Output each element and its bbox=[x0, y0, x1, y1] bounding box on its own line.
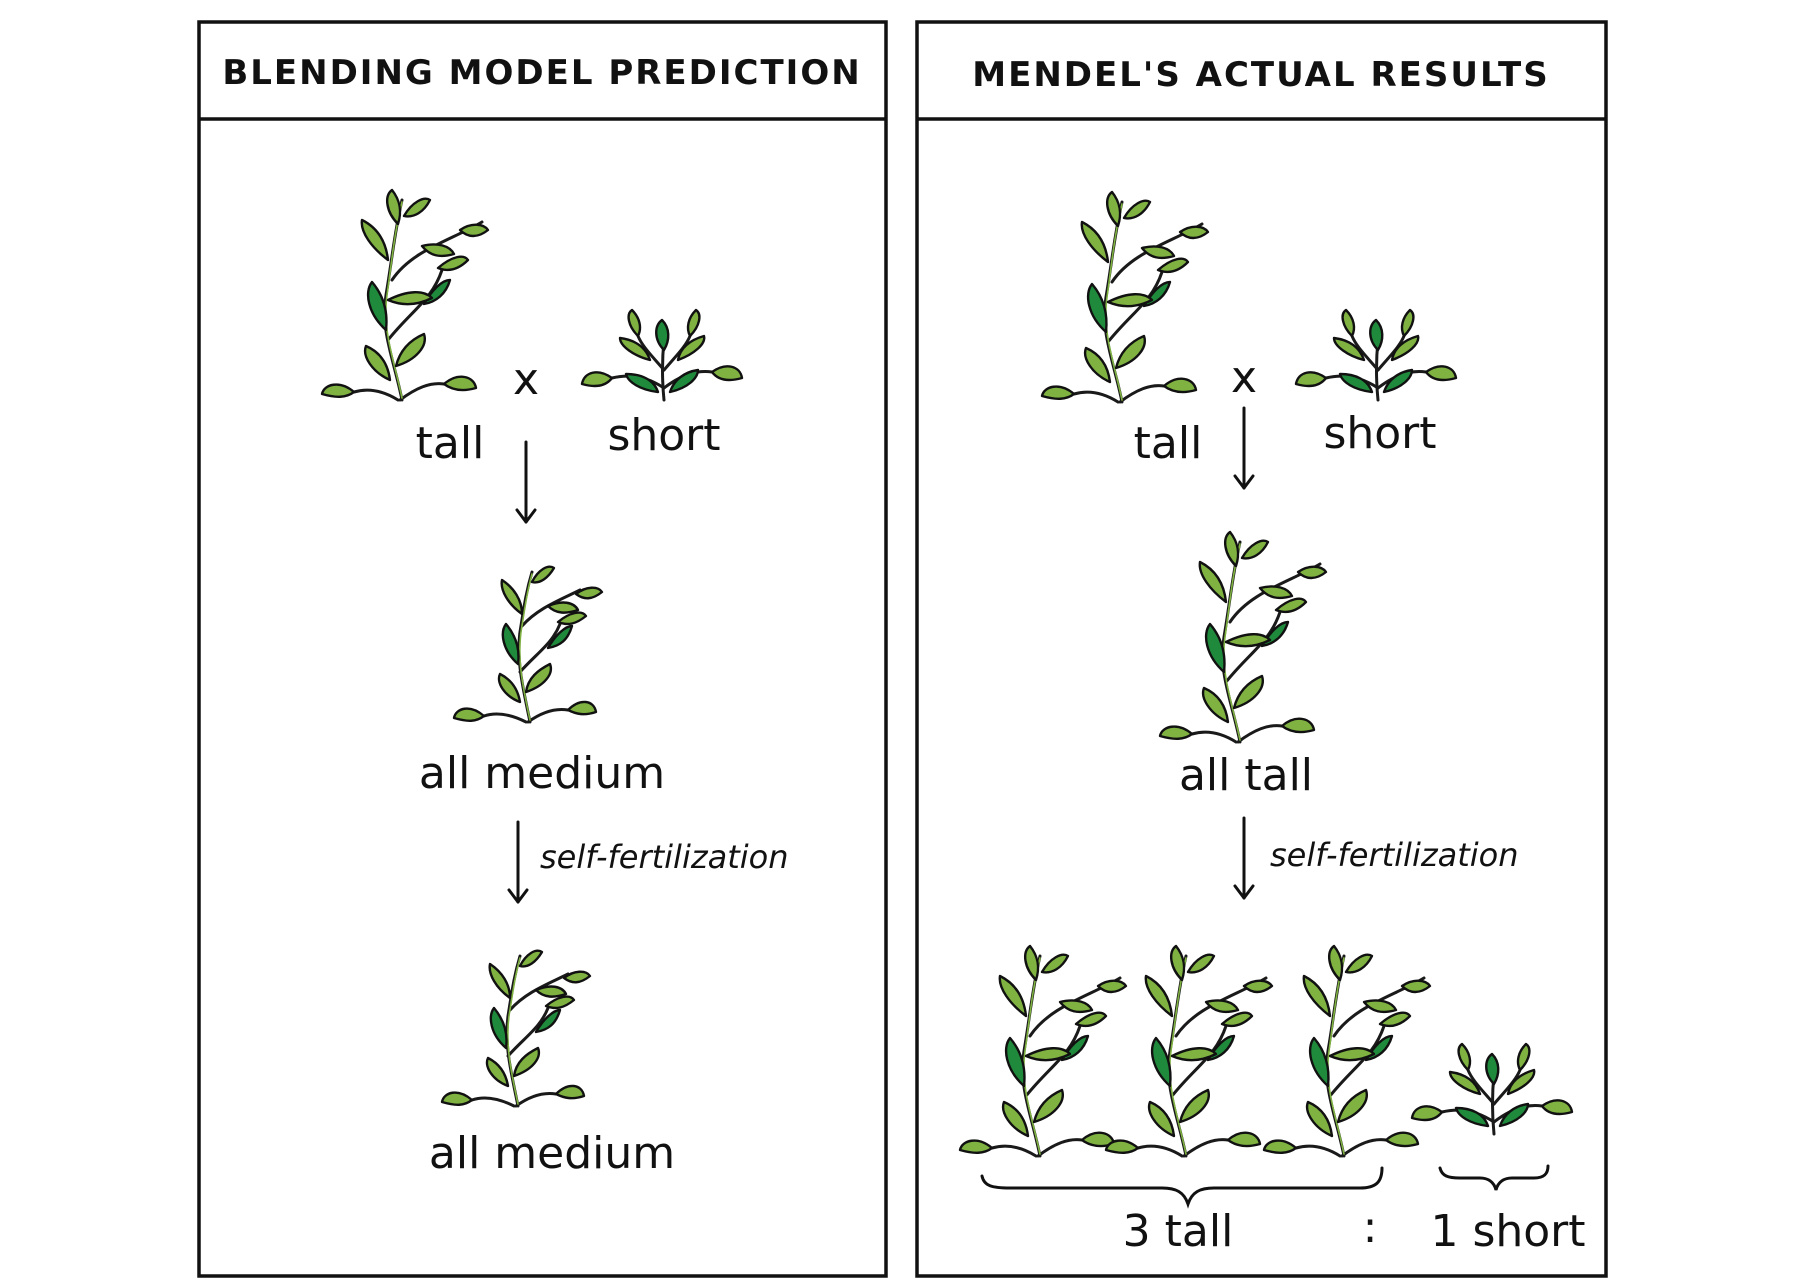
f2-short-count-label: 1 short bbox=[1430, 1206, 1585, 1257]
cross-symbol-left: x bbox=[513, 354, 539, 405]
short-parent-plant-left bbox=[580, 308, 744, 402]
f2-tall-plant-2 bbox=[1104, 944, 1274, 1158]
selfing-arrow-left bbox=[507, 820, 529, 904]
f2-short-plant bbox=[1410, 1042, 1574, 1136]
panel-frame-right bbox=[915, 20, 1608, 1278]
short-parent-plant-right bbox=[1294, 308, 1458, 402]
f2-label-left: all medium bbox=[429, 1128, 675, 1179]
panel-title-left: BLENDING MODEL PREDICTION bbox=[222, 53, 861, 93]
panel-frame-left bbox=[197, 20, 888, 1278]
f1-label-right: all tall bbox=[1179, 750, 1313, 801]
f2-tall-plant-1 bbox=[958, 944, 1128, 1158]
short-parent-label-left: short bbox=[607, 410, 720, 461]
f1-tall-plant-right bbox=[1158, 530, 1328, 744]
f2-medium-plant-left bbox=[440, 949, 592, 1108]
f1-medium-plant-left bbox=[452, 565, 604, 724]
panel-title-right: MENDEL'S ACTUAL RESULTS bbox=[972, 55, 1549, 95]
tall-parent-plant-right bbox=[1040, 190, 1210, 404]
panel-blending-model: BLENDING MODEL PREDICTION tall x short a… bbox=[197, 20, 888, 1278]
cross-arrow-left bbox=[515, 440, 537, 524]
ratio-separator: : bbox=[1363, 1202, 1378, 1253]
tall-parent-label-right: tall bbox=[1134, 418, 1203, 469]
self-fertilization-label-left: self-fertilization bbox=[540, 838, 789, 876]
cross-symbol-right: x bbox=[1231, 352, 1257, 403]
f1-label-left: all medium bbox=[419, 748, 665, 799]
cross-arrow-right bbox=[1233, 406, 1255, 490]
tall-parent-plant-left bbox=[320, 188, 490, 402]
panel-mendel-results: MENDEL'S ACTUAL RESULTS tall x short all… bbox=[915, 20, 1608, 1278]
tall-parent-label-left: tall bbox=[416, 418, 485, 469]
selfing-arrow-right bbox=[1233, 816, 1255, 900]
brace-short-group bbox=[1438, 1164, 1550, 1191]
self-fertilization-label-right: self-fertilization bbox=[1270, 836, 1519, 874]
f2-tall-count-label: 3 tall bbox=[1123, 1206, 1234, 1257]
brace-tall-group bbox=[980, 1166, 1384, 1209]
short-parent-label-right: short bbox=[1323, 408, 1436, 459]
f2-tall-plant-3 bbox=[1262, 944, 1432, 1158]
